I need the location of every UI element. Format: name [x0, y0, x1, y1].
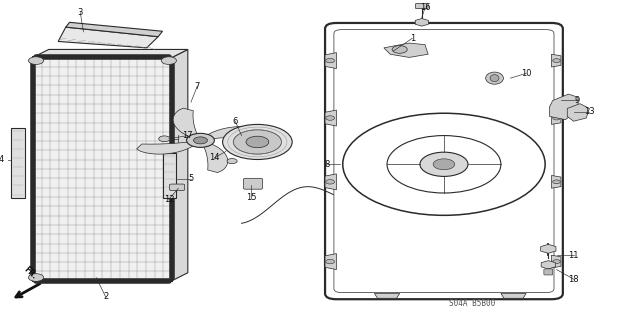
- Polygon shape: [204, 144, 228, 173]
- Text: 5: 5: [188, 174, 194, 183]
- Text: 13: 13: [584, 107, 595, 116]
- Circle shape: [553, 260, 560, 263]
- Circle shape: [234, 130, 282, 154]
- Text: 11: 11: [568, 251, 579, 260]
- Circle shape: [326, 259, 335, 264]
- Circle shape: [159, 136, 170, 142]
- Polygon shape: [552, 112, 561, 124]
- FancyBboxPatch shape: [170, 184, 185, 190]
- Text: 1: 1: [410, 34, 415, 43]
- Ellipse shape: [490, 75, 499, 82]
- Circle shape: [326, 58, 335, 63]
- Text: FR.: FR.: [22, 264, 38, 281]
- Polygon shape: [567, 104, 589, 121]
- Polygon shape: [325, 110, 337, 126]
- Text: 15: 15: [246, 193, 256, 202]
- Text: 6: 6: [232, 117, 238, 126]
- FancyBboxPatch shape: [544, 269, 553, 275]
- Circle shape: [326, 116, 335, 120]
- Polygon shape: [374, 293, 400, 298]
- Circle shape: [420, 152, 468, 176]
- Text: 17: 17: [182, 131, 193, 140]
- Text: 14: 14: [209, 153, 220, 162]
- Polygon shape: [33, 49, 188, 57]
- Polygon shape: [66, 22, 163, 37]
- Text: 9: 9: [574, 96, 579, 105]
- Circle shape: [161, 57, 177, 64]
- Polygon shape: [173, 108, 197, 137]
- Circle shape: [227, 159, 237, 164]
- Circle shape: [326, 180, 335, 184]
- Text: 12: 12: [164, 195, 174, 204]
- Circle shape: [223, 124, 292, 160]
- Text: 8: 8: [324, 160, 330, 169]
- FancyBboxPatch shape: [243, 178, 262, 189]
- Circle shape: [28, 274, 44, 281]
- Polygon shape: [33, 57, 172, 281]
- Text: 18: 18: [568, 275, 579, 284]
- Circle shape: [553, 59, 560, 63]
- Polygon shape: [550, 94, 578, 120]
- Polygon shape: [325, 174, 337, 190]
- Text: S04A B5B00: S04A B5B00: [449, 299, 495, 308]
- Circle shape: [186, 133, 214, 147]
- Polygon shape: [552, 255, 561, 268]
- Text: 2: 2: [103, 292, 108, 301]
- Bar: [11, 128, 25, 198]
- Polygon shape: [325, 254, 337, 270]
- Polygon shape: [552, 175, 561, 188]
- Polygon shape: [501, 293, 526, 298]
- Circle shape: [433, 159, 455, 170]
- Circle shape: [193, 137, 207, 144]
- Circle shape: [392, 46, 407, 53]
- Text: 3: 3: [77, 8, 83, 17]
- Ellipse shape: [486, 72, 504, 84]
- Polygon shape: [384, 43, 428, 57]
- Text: 16: 16: [420, 4, 430, 12]
- Text: 7: 7: [195, 82, 200, 91]
- Polygon shape: [136, 142, 194, 154]
- Polygon shape: [207, 127, 264, 139]
- Text: 10: 10: [521, 69, 531, 78]
- FancyBboxPatch shape: [415, 4, 428, 9]
- Circle shape: [28, 57, 44, 64]
- Polygon shape: [552, 54, 561, 67]
- Bar: [163, 153, 177, 198]
- Circle shape: [246, 136, 269, 148]
- Polygon shape: [58, 27, 158, 48]
- Polygon shape: [172, 49, 188, 281]
- Circle shape: [553, 180, 560, 184]
- Text: 4: 4: [0, 155, 4, 164]
- Polygon shape: [325, 53, 337, 69]
- Circle shape: [553, 116, 560, 120]
